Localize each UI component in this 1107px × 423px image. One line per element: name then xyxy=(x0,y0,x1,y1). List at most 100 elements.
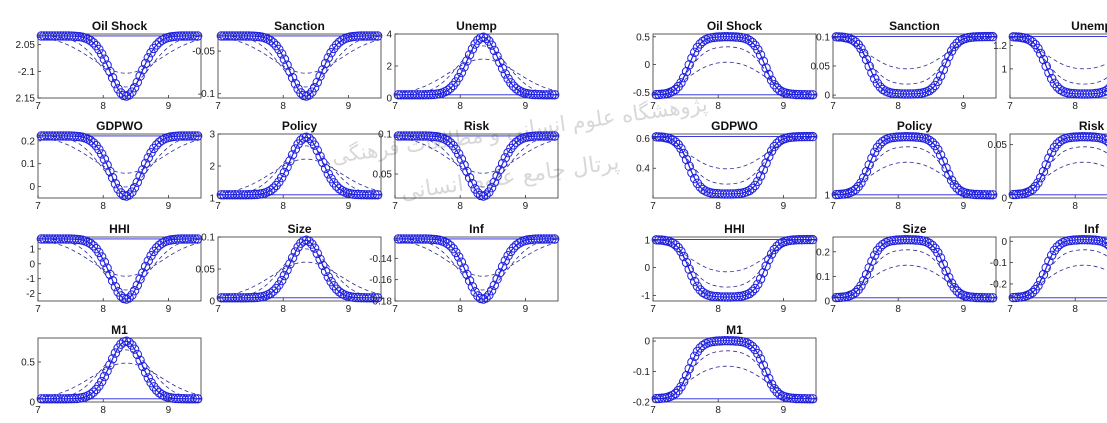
data-point xyxy=(676,382,686,392)
data-point xyxy=(135,171,145,181)
dashed-line-1 xyxy=(394,240,559,277)
subplot-title: Oil Shock xyxy=(707,19,763,33)
x-tick-label: 8 xyxy=(1072,101,1078,112)
data-point xyxy=(775,85,785,96)
data-point xyxy=(679,251,689,262)
y-tick-label: 0.1 xyxy=(201,233,215,244)
data-point xyxy=(157,35,167,45)
data-point xyxy=(544,234,554,244)
subplot-title: Inf xyxy=(1084,222,1100,236)
plot-frame xyxy=(37,33,202,99)
data-point xyxy=(454,149,464,159)
y-tick-label: 0.1 xyxy=(816,32,830,43)
dashed-line-1 xyxy=(217,158,382,194)
data-point xyxy=(1047,73,1057,84)
data-point xyxy=(933,76,943,87)
data-point xyxy=(138,268,148,278)
plot-frame xyxy=(37,337,202,403)
x-tick-label: 8 xyxy=(715,304,721,315)
data-point xyxy=(149,43,159,54)
data-point xyxy=(769,141,779,152)
data-point xyxy=(149,382,159,392)
response-line xyxy=(218,35,381,97)
x-tick-label: 9 xyxy=(523,304,529,315)
data-point xyxy=(489,45,499,56)
x-tick-label: 9 xyxy=(781,304,787,315)
data-point xyxy=(124,90,134,100)
data-point xyxy=(508,243,519,253)
data-point xyxy=(451,247,461,258)
data-point xyxy=(97,149,107,159)
x-tick-label: 9 xyxy=(781,101,787,112)
dashed-line-1 xyxy=(652,239,817,273)
x-tick-label: 8 xyxy=(457,101,463,112)
data-point xyxy=(949,283,959,293)
data-point xyxy=(938,156,948,166)
y-tick-label: 0.1 xyxy=(378,130,392,141)
data-point xyxy=(140,367,151,378)
data-point xyxy=(187,394,197,404)
data-point xyxy=(941,163,951,173)
data-point xyxy=(544,131,554,141)
data-point xyxy=(102,263,112,273)
data-point xyxy=(924,238,935,249)
subplot-title: HHI xyxy=(109,222,130,236)
y-tick-label: -0.1 xyxy=(990,258,1008,269)
data-point xyxy=(110,282,121,292)
data-point xyxy=(309,83,320,93)
data-point xyxy=(481,293,491,303)
data-point xyxy=(755,274,766,284)
dashed-line-2 xyxy=(395,45,559,96)
plot-frame xyxy=(832,236,997,302)
data-point xyxy=(110,348,121,358)
data-point xyxy=(670,137,681,147)
y-tick-label: -0.2 xyxy=(990,279,1008,290)
y-tick-label: 4 xyxy=(386,30,392,41)
data-point xyxy=(933,144,943,155)
plot-frame xyxy=(217,133,382,199)
data-point xyxy=(129,83,140,93)
data-point xyxy=(955,36,965,46)
subplot-left-unemp: Unemp 7 8 9 0 2 4 xyxy=(386,19,560,112)
y-tick-label: 0 xyxy=(1001,237,1007,248)
data-point xyxy=(110,179,121,189)
dashed-line-1 xyxy=(832,161,997,195)
data-point xyxy=(274,44,284,55)
x-tick-label: 9 xyxy=(523,201,529,212)
subplot-right-m1: M1 7 8 9 -0.2 -0.1 0 xyxy=(633,323,818,416)
data-point xyxy=(687,168,697,178)
data-point xyxy=(318,157,328,168)
data-point xyxy=(138,65,148,75)
dashed-line-2 xyxy=(38,135,202,188)
data-point xyxy=(676,143,686,154)
data-point xyxy=(304,90,314,100)
data-point xyxy=(190,394,200,404)
data-point xyxy=(1038,54,1049,65)
data-point xyxy=(337,186,347,196)
data-point xyxy=(495,165,505,175)
data-point xyxy=(481,190,491,200)
data-point xyxy=(107,276,118,286)
data-point xyxy=(698,36,708,47)
data-point xyxy=(744,185,755,196)
data-point xyxy=(687,53,697,63)
subplot-title: GDPWO xyxy=(96,119,143,133)
data-point xyxy=(287,73,298,83)
data-point xyxy=(140,58,151,69)
y-tick-label: -0.5 xyxy=(633,88,651,99)
data-point xyxy=(808,90,818,100)
dashed-line-1 xyxy=(652,365,817,399)
data-point xyxy=(684,364,694,374)
data-point xyxy=(1036,173,1046,183)
data-point xyxy=(149,246,159,257)
data-point xyxy=(681,154,692,165)
response-line xyxy=(38,340,201,400)
data-point xyxy=(742,34,752,44)
data-point xyxy=(547,131,557,141)
data-point xyxy=(988,190,998,200)
subplot-title: Unemp xyxy=(456,19,497,33)
data-point xyxy=(279,270,290,281)
plot-frame xyxy=(394,33,559,99)
data-point xyxy=(462,269,472,280)
plot-frame xyxy=(394,236,559,302)
